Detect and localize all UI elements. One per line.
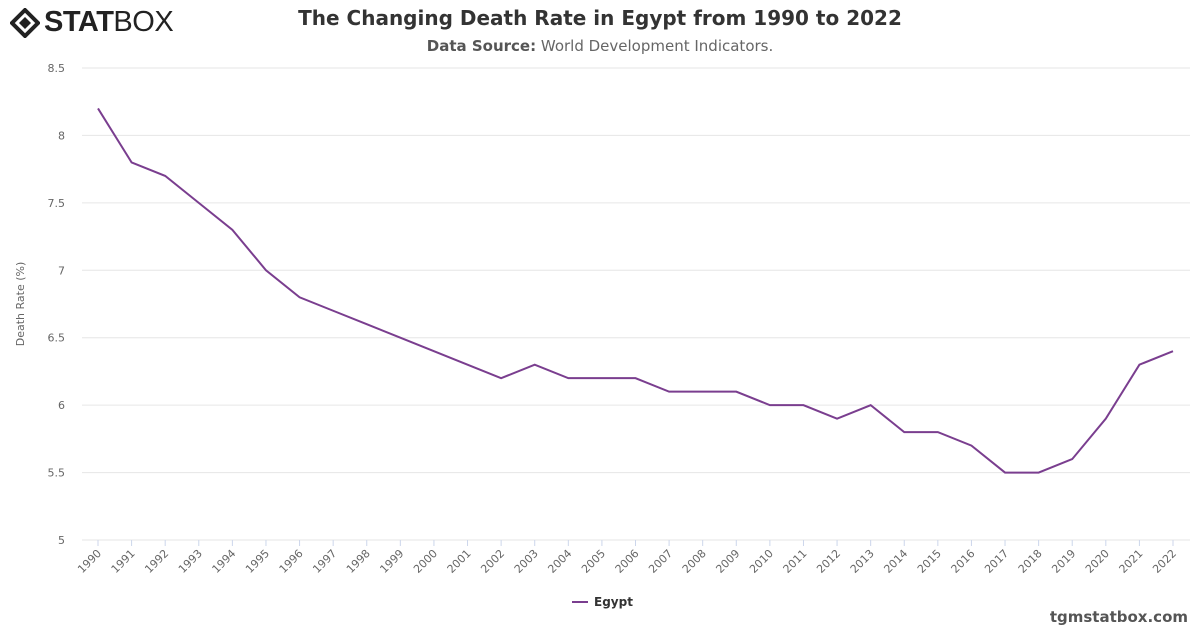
x-tick-label: 1997 [310,547,339,576]
chart-subtitle: Data Source: World Development Indicator… [0,37,1200,55]
x-tick-label: 1998 [344,547,373,576]
y-tick-label: 8.5 [48,62,66,75]
y-tick-label: 7.5 [48,197,66,210]
x-tick-label: 1990 [75,547,104,576]
logo-bold: STAT [44,6,114,38]
logo-light: BOX [113,6,174,38]
x-tick-label: 2009 [713,547,742,576]
x-tick-label: 2002 [478,547,507,576]
x-tick-label: 2021 [1117,547,1146,576]
x-tick-label: 2007 [646,547,675,576]
subtitle-label: Data Source: [426,37,537,55]
y-tick-label: 5 [58,534,65,547]
x-tick-label: 1995 [243,547,272,576]
x-tick-label: 1993 [176,547,205,576]
legend-item-egypt[interactable]: Egypt [572,595,633,609]
x-tick-label: 2004 [545,547,574,576]
x-tick-label: 2010 [747,547,776,576]
series-line-egypt [97,107,1174,474]
x-tick-label: 2022 [1150,547,1179,576]
x-tick-label: 2011 [781,547,810,576]
x-tick-label: 2005 [579,547,608,576]
y-axis-label: Death Rate (%) [14,262,27,347]
x-tick-label: 1999 [377,547,406,576]
x-tick-label: 2006 [613,547,642,576]
statbox-logo: STATBOX [10,6,174,39]
subtitle-value: World Development Indicators. [540,37,774,55]
x-tick-label: 2014 [881,547,910,576]
x-tick-label: 2018 [1016,547,1045,576]
x-tick-label: 2012 [814,547,843,576]
x-tick-label: 2008 [680,547,709,576]
x-tick-label: 2020 [1083,547,1112,576]
chart-title: The Changing Death Rate in Egypt from 19… [298,6,902,30]
y-tick-label: 6 [58,399,65,412]
x-tick-label: 2016 [949,547,978,576]
x-tick-label: 2001 [445,547,474,576]
y-tick-label: 8 [58,129,65,142]
x-tick-label: 2015 [915,547,944,576]
site-credit: tgmstatbox.com [1049,608,1188,626]
statbox-diamond-icon [10,7,40,38]
x-tick-label: 2000 [411,547,440,576]
legend-swatch [572,601,588,603]
x-tick-label: 1996 [277,547,306,576]
x-tick-label: 1992 [142,547,171,576]
y-tick-label: 6.5 [48,332,66,345]
x-tick-label: 1991 [109,547,138,576]
x-tick-label: 2013 [848,547,877,576]
y-tick-label: 5.5 [48,467,66,480]
x-tick-label: 1994 [210,547,239,576]
x-tick-label: 2017 [982,547,1011,576]
legend-label: Egypt [594,595,633,609]
y-tick-label: 7 [58,264,65,277]
x-tick-label: 2019 [1049,547,1078,576]
x-tick-label: 2003 [512,547,541,576]
